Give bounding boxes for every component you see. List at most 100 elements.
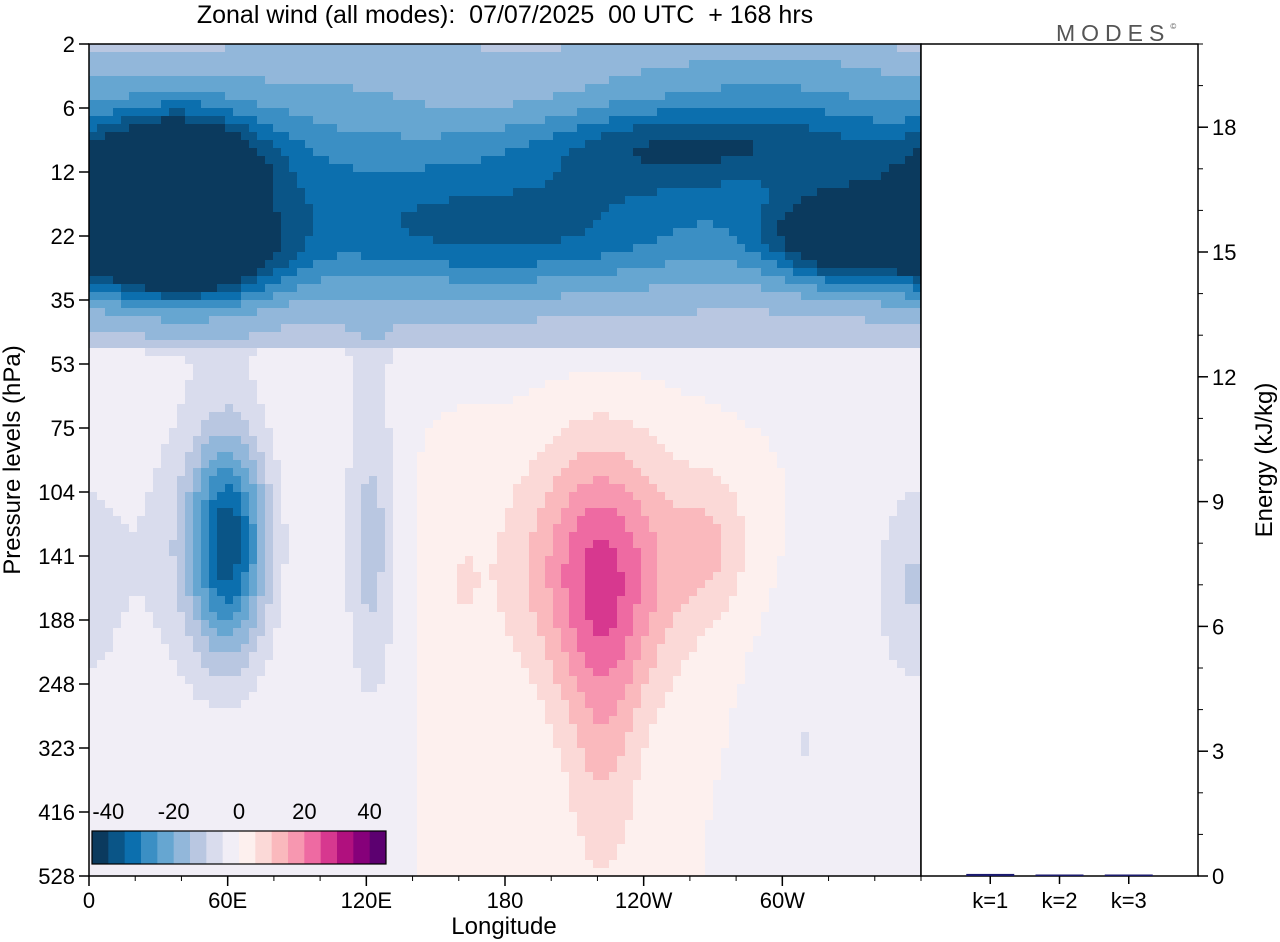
heatmap-cell xyxy=(265,404,274,413)
heatmap-cell xyxy=(337,132,346,141)
heatmap-cell xyxy=(241,396,250,405)
heatmap-cell xyxy=(97,316,106,325)
heatmap-cell xyxy=(609,260,618,269)
heatmap-cell xyxy=(729,68,738,77)
heatmap-cell xyxy=(401,148,410,157)
heatmap-cell xyxy=(689,276,698,285)
heatmap-cell xyxy=(569,172,578,181)
heatmap-cell xyxy=(681,348,690,357)
heatmap-cell xyxy=(297,84,306,93)
heatmap-cell xyxy=(721,100,730,109)
heatmap-cell xyxy=(849,404,858,413)
heatmap-cell xyxy=(817,100,826,109)
heatmap-cell xyxy=(449,388,458,397)
heatmap-cell xyxy=(265,332,274,341)
chart-title: Zonal wind (all modes): 07/07/2025 00 UT… xyxy=(196,1,814,29)
heatmap-cell xyxy=(97,68,106,77)
heatmap-cell xyxy=(705,308,714,317)
heatmap-cell xyxy=(521,340,530,349)
heatmap-cell xyxy=(865,196,874,205)
heatmap-cell xyxy=(337,252,346,261)
heatmap-cell xyxy=(505,412,514,421)
heatmap-cell xyxy=(425,348,434,357)
heatmap-cell xyxy=(593,220,602,229)
heatmap-cell xyxy=(217,220,226,229)
heatmap-cell xyxy=(857,204,866,213)
heatmap-cell xyxy=(289,108,298,117)
heatmap-cell xyxy=(513,76,522,85)
heatmap-cell xyxy=(665,308,674,317)
heatmap-cell xyxy=(657,316,666,325)
heatmap-cell xyxy=(225,324,234,333)
heatmap-cell xyxy=(569,252,578,261)
heatmap-cell xyxy=(537,140,546,149)
heatmap-cell xyxy=(545,148,554,157)
heatmap-cell xyxy=(785,268,794,277)
heatmap-cell xyxy=(329,372,338,381)
heatmap-cell xyxy=(513,156,522,165)
heatmap-cell xyxy=(841,308,850,317)
heatmap-cell xyxy=(505,172,514,181)
heatmap-cell xyxy=(521,252,530,261)
heatmap-cell xyxy=(217,236,226,245)
heatmap-cell xyxy=(225,404,234,413)
heatmap-cell xyxy=(593,124,602,133)
heatmap-cell xyxy=(657,252,666,261)
heatmap-cell xyxy=(713,204,722,213)
heatmap-cell xyxy=(433,108,442,117)
heatmap-cell xyxy=(265,148,274,157)
heatmap-cell xyxy=(321,164,330,173)
heatmap-cell xyxy=(625,420,634,429)
heatmap-cell xyxy=(225,388,234,397)
heatmap-cell xyxy=(713,348,722,357)
heatmap-cell xyxy=(345,92,354,101)
heatmap-cell xyxy=(889,324,898,333)
heatmap-cell xyxy=(569,132,578,141)
heatmap-cell xyxy=(345,44,354,53)
heatmap-cell xyxy=(217,156,226,165)
heatmap-cell xyxy=(449,92,458,101)
heatmap-cell xyxy=(465,276,474,285)
heatmap-cell xyxy=(705,420,714,429)
heatmap-cell xyxy=(729,380,738,389)
heatmap-cell xyxy=(297,148,306,157)
heatmap-cell xyxy=(89,204,98,213)
heatmap-cell xyxy=(849,356,858,365)
heatmap-cell xyxy=(417,100,426,109)
heatmap-cell xyxy=(457,420,466,429)
heatmap-cell xyxy=(713,132,722,141)
heatmap-cell xyxy=(321,404,330,413)
heatmap-cell xyxy=(281,420,290,429)
heatmap-cell xyxy=(241,236,250,245)
heatmap-cell xyxy=(361,332,370,341)
heatmap-cell xyxy=(641,356,650,365)
heatmap-cell xyxy=(745,268,754,277)
heatmap-cell xyxy=(569,356,578,365)
heatmap-cell xyxy=(313,116,322,125)
heatmap-cell xyxy=(577,348,586,357)
heatmap-cell xyxy=(353,204,362,213)
heatmap-cell xyxy=(241,348,250,357)
heatmap-cell xyxy=(425,372,434,381)
heatmap-cell xyxy=(297,44,306,53)
heatmap-cell xyxy=(761,156,770,165)
heatmap-cell xyxy=(289,332,298,341)
heatmap-cell xyxy=(881,84,890,93)
heatmap-cell xyxy=(425,284,434,293)
heatmap-cell xyxy=(593,156,602,165)
heatmap-cell xyxy=(673,76,682,85)
heatmap-cell xyxy=(225,100,234,109)
heatmap-cell xyxy=(537,76,546,85)
heatmap-cell xyxy=(313,108,322,117)
heatmap-cell xyxy=(585,188,594,197)
heatmap-cell xyxy=(593,228,602,237)
heatmap-cell xyxy=(393,420,402,429)
heatmap-cell xyxy=(113,260,122,269)
heatmap-cell xyxy=(313,68,322,77)
heatmap-cell xyxy=(681,332,690,341)
heatmap-cell xyxy=(497,84,506,93)
heatmap-cell xyxy=(657,308,666,317)
heatmap-cell xyxy=(761,380,770,389)
heatmap-cell xyxy=(737,220,746,229)
heatmap-cell xyxy=(529,132,538,141)
